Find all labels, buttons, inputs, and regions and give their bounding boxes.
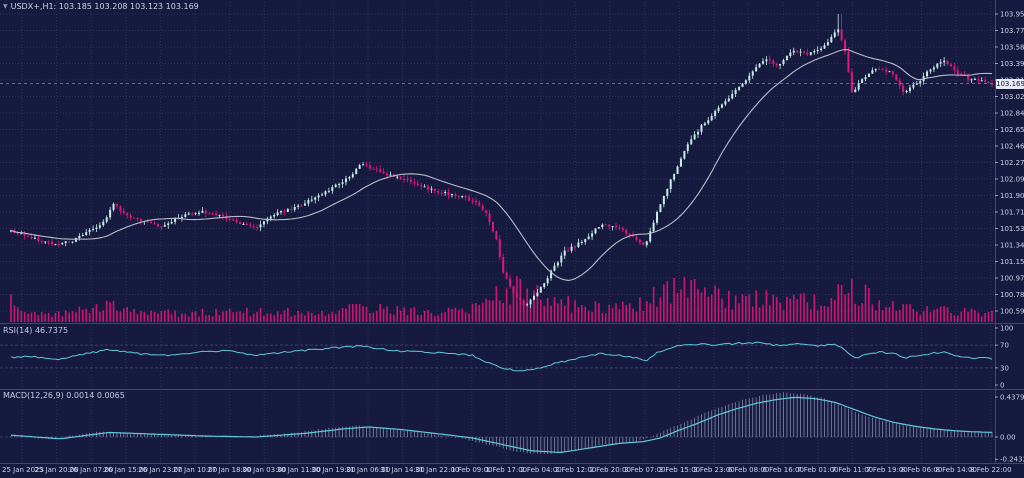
svg-text:26 Jan 23:00: 26 Jan 23:00 — [138, 466, 182, 474]
rsi-line — [10, 341, 993, 372]
svg-text:3 Feb 23:00: 3 Feb 23:00 — [693, 466, 734, 474]
svg-text:102.650: 102.650 — [1000, 126, 1024, 134]
svg-text:27 Jan 10:00: 27 Jan 10:00 — [173, 466, 217, 474]
symbol-marker-icon: ▼ — [3, 3, 8, 10]
svg-text:100: 100 — [1000, 325, 1013, 333]
svg-text:3 Feb 15:00: 3 Feb 15:00 — [659, 466, 700, 474]
chart-title: ▼ USDX+,H1: 103.185 103.208 103.123 103.… — [3, 2, 199, 11]
svg-text:103.395: 103.395 — [1000, 60, 1024, 68]
svg-text:25 Jan 2023: 25 Jan 2023 — [2, 466, 44, 474]
svg-text:100.970: 100.970 — [1000, 275, 1024, 283]
macd-indicator-label: MACD(12,26,9) 0.0014 0.0065 — [3, 391, 125, 400]
svg-text:0: 0 — [1000, 382, 1004, 390]
svg-text:26 Jan 07:00: 26 Jan 07:00 — [69, 466, 113, 474]
svg-text:8 Feb 14:00: 8 Feb 14:00 — [935, 466, 976, 474]
macd-line — [10, 396, 993, 453]
svg-text:1 Feb 09:00: 1 Feb 09:00 — [451, 466, 492, 474]
svg-text:103.770: 103.770 — [1000, 27, 1024, 35]
svg-text:2 Feb 20:00: 2 Feb 20:00 — [589, 466, 630, 474]
current-price-tag: 103.169 — [996, 79, 1024, 89]
svg-text:101.340: 101.340 — [1000, 242, 1024, 250]
svg-text:1 Feb 17:00: 1 Feb 17:00 — [486, 466, 527, 474]
svg-text:26 Jan 15:00: 26 Jan 15:00 — [104, 466, 148, 474]
svg-text:102.275: 102.275 — [1000, 159, 1024, 167]
svg-text:8 Feb 06:00: 8 Feb 06:00 — [901, 466, 942, 474]
rsi-indicator-label: RSI(14) 46.7375 — [3, 326, 69, 335]
svg-text:27 Jan 18:00: 27 Jan 18:00 — [207, 466, 251, 474]
grid-layer — [0, 2, 995, 463]
svg-text:102.840: 102.840 — [1000, 110, 1024, 118]
svg-text:2 Feb 12:00: 2 Feb 12:00 — [555, 466, 596, 474]
svg-text:101.715: 101.715 — [1000, 209, 1024, 217]
svg-text:100.590: 100.590 — [1000, 308, 1024, 316]
svg-text:101.900: 101.900 — [1000, 192, 1024, 200]
svg-text:31 Jan 14:00: 31 Jan 14:00 — [380, 466, 424, 474]
svg-text:3 Feb 07:00: 3 Feb 07:00 — [624, 466, 665, 474]
svg-text:30: 30 — [1000, 364, 1009, 372]
svg-text:102.090: 102.090 — [1000, 176, 1024, 184]
svg-text:7 Feb 19:00: 7 Feb 19:00 — [866, 466, 907, 474]
svg-text:7 Feb 01:00: 7 Feb 01:00 — [797, 466, 838, 474]
svg-text:25 Jan 20:00: 25 Jan 20:00 — [34, 466, 78, 474]
svg-text:30 Jan 03:00: 30 Jan 03:00 — [242, 466, 286, 474]
svg-text:0.4379: 0.4379 — [1000, 394, 1024, 402]
svg-text:8 Feb 22:00: 8 Feb 22:00 — [970, 466, 1011, 474]
svg-text:101.155: 101.155 — [1000, 258, 1024, 266]
svg-text:31 Jan 22:00: 31 Jan 22:00 — [415, 466, 459, 474]
svg-text:30 Jan 19:00: 30 Jan 19:00 — [311, 466, 355, 474]
symbol-ohlc-text: USDX+,H1: 103.185 103.208 103.123 103.16… — [10, 2, 199, 11]
svg-text:100.780: 100.780 — [1000, 291, 1024, 299]
svg-text:6 Feb 08:00: 6 Feb 08:00 — [728, 466, 769, 474]
svg-text:101.530: 101.530 — [1000, 225, 1024, 233]
svg-text:7 Feb 11:00: 7 Feb 11:00 — [832, 466, 873, 474]
svg-text:70: 70 — [1000, 342, 1009, 350]
svg-text:102.460: 102.460 — [1000, 143, 1024, 151]
pane-separators — [0, 0, 1024, 464]
candles-layer — [10, 14, 993, 309]
svg-text:31 Jan 06:00: 31 Jan 06:00 — [346, 466, 390, 474]
axis-labels: 103.950103.770103.585103.395103.210103.0… — [2, 11, 1024, 475]
svg-text:103.585: 103.585 — [1000, 44, 1024, 52]
svg-text:6 Feb 16:00: 6 Feb 16:00 — [762, 466, 803, 474]
svg-text:30 Jan 11:00: 30 Jan 11:00 — [277, 466, 321, 474]
svg-text:2 Feb 04:00: 2 Feb 04:00 — [520, 466, 561, 474]
svg-text:103.950: 103.950 — [1000, 11, 1024, 19]
svg-text:0.00: 0.00 — [1000, 434, 1016, 442]
ma-line — [10, 48, 993, 281]
volume-layer — [10, 275, 993, 322]
svg-text:103.025: 103.025 — [1000, 93, 1024, 101]
